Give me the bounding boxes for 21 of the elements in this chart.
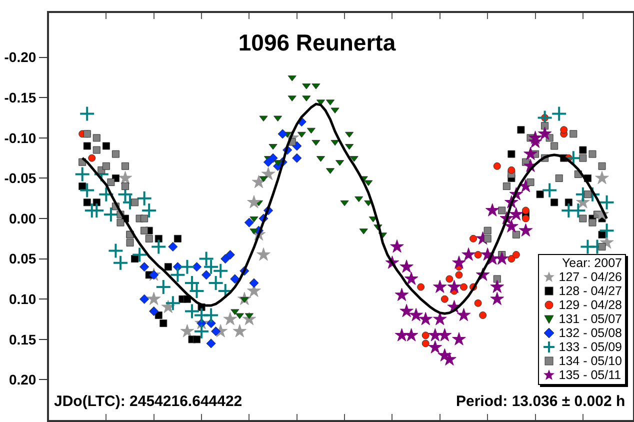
legend-label: 128 - 04/27 <box>558 284 622 298</box>
y-tick-label: 0.05 <box>8 250 36 267</box>
y-tick-label: 0.10 <box>8 291 36 308</box>
legend-title: Year: 2007 <box>560 256 622 270</box>
legend-label: 132 - 05/08 <box>558 326 622 340</box>
y-tick-label: -0.20 <box>4 49 36 66</box>
y-tick-label: -0.10 <box>4 130 36 146</box>
y-tick-label: -0.05 <box>4 170 36 186</box>
y-tick-label: -0.15 <box>4 90 36 106</box>
y-tick-label: 0.15 <box>8 331 36 348</box>
legend-label: 129 - 04/28 <box>558 298 622 312</box>
legend-label: 127 - 04/26 <box>558 270 622 284</box>
legend-label: 135 - 05/11 <box>558 368 622 382</box>
annotation: Period: 13.036 ± 0.002 h <box>456 393 626 410</box>
legend-label: 134 - 05/10 <box>558 354 622 368</box>
legend-label: 131 - 05/07 <box>558 312 622 326</box>
legend-label: 133 - 05/09 <box>558 340 622 354</box>
y-tick-label: 0.20 <box>8 372 36 388</box>
y-tick-label: 0.00 <box>8 210 36 226</box>
annotation: JDo(LTC): 2454216.644422 <box>54 393 242 410</box>
text: 1096 Reunerta <box>238 29 396 56</box>
